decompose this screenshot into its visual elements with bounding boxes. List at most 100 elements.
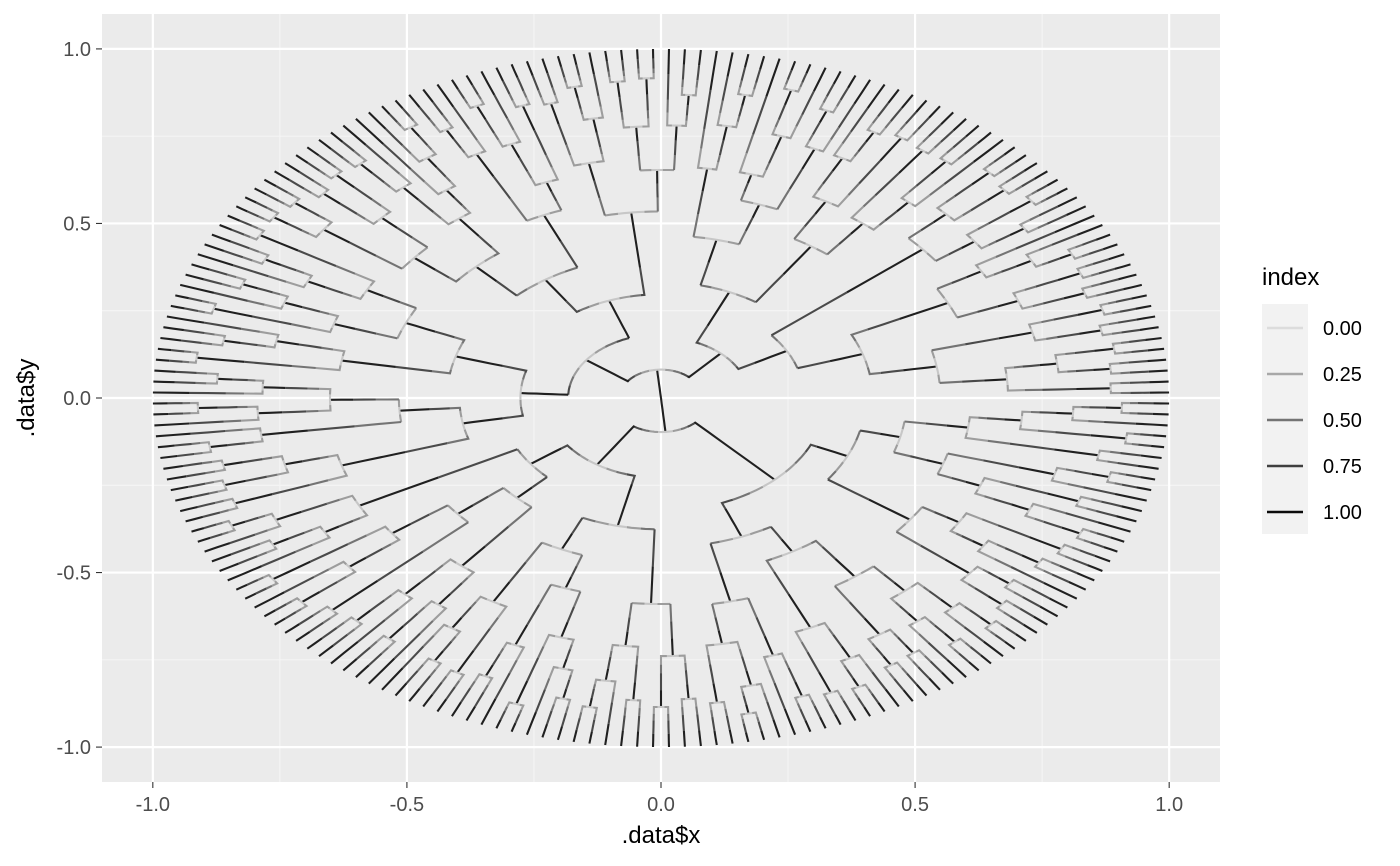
- dendrogram-edge: [519, 703, 525, 711]
- dendrogram-edge: [275, 185, 289, 194]
- dendrogram-edge: [1039, 411, 1057, 414]
- dendrogram-edge: [907, 237, 919, 247]
- dendrogram-edge: [307, 280, 326, 289]
- dendrogram-edge: [915, 683, 928, 697]
- dendrogram-edge: [952, 135, 967, 149]
- dendrogram-edge: [793, 695, 799, 704]
- dendrogram-edge: [951, 604, 957, 609]
- dendrogram-edge: [569, 644, 573, 650]
- dendrogram-edge: [1004, 547, 1023, 557]
- dendrogram-edge: [596, 153, 605, 164]
- dendrogram-edge: [564, 576, 573, 589]
- dendrogram-edge: [927, 641, 949, 661]
- dendrogram-edge: [892, 444, 899, 453]
- dendrogram-edge: [700, 128, 706, 149]
- dendrogram-edge: [204, 542, 231, 553]
- dendrogram-edge: [740, 199, 754, 205]
- dendrogram-edge: [364, 217, 379, 226]
- dendrogram-edge: [438, 603, 443, 608]
- dendrogram-edge: [827, 691, 832, 695]
- dendrogram-edge: [179, 505, 198, 513]
- dendrogram-edge: [1138, 443, 1152, 447]
- dendrogram-edge: [593, 706, 599, 715]
- dendrogram-edge: [1150, 444, 1165, 449]
- dendrogram-edge: [264, 256, 268, 261]
- dendrogram-edge: [787, 593, 812, 629]
- dendrogram-edge: [695, 325, 709, 345]
- dendrogram-edge: [797, 360, 831, 370]
- dendrogram-edge: [827, 478, 870, 501]
- dendrogram-edge: [1018, 466, 1055, 476]
- dendrogram-edge: [719, 572, 732, 602]
- dendrogram-edge: [271, 580, 279, 587]
- dendrogram-edge: [240, 283, 244, 287]
- dendrogram-edge: [1006, 189, 1016, 196]
- dendrogram-edge: [195, 354, 199, 358]
- dendrogram-edge: [190, 429, 226, 435]
- dendrogram-edge: [460, 417, 464, 424]
- dendrogram-edge: [522, 90, 528, 98]
- dendrogram-edge: [907, 201, 913, 206]
- dendrogram-edge: [225, 428, 243, 433]
- dendrogram-edge: [638, 267, 646, 297]
- dendrogram-edge: [1090, 541, 1105, 549]
- dendrogram-edge: [257, 234, 261, 238]
- dendrogram-edge: [390, 535, 402, 546]
- dendrogram-edge: [899, 122, 907, 131]
- dendrogram-edge: [272, 291, 281, 296]
- dendrogram-edge: [726, 124, 732, 128]
- dendrogram-edge: [170, 485, 189, 492]
- dendrogram-edge: [502, 641, 512, 649]
- dendrogram-edge: [298, 599, 303, 604]
- dendrogram-edge: [514, 713, 521, 724]
- dendrogram-edge: [801, 90, 815, 116]
- dendrogram-edge: [209, 490, 219, 495]
- dendrogram-edge: [904, 518, 911, 525]
- dendrogram-edge: [626, 473, 637, 485]
- dendrogram-edge: [1108, 253, 1125, 261]
- dendrogram-edge: [773, 682, 786, 710]
- dendrogram-edge: [756, 169, 767, 178]
- dendrogram-edge: [864, 662, 874, 673]
- dendrogram-edge: [520, 452, 528, 461]
- dendrogram-edge: [847, 182, 860, 196]
- dendrogram-edge: [214, 333, 227, 339]
- x-tick-label: 1.0: [1155, 794, 1183, 816]
- dendrogram-edge: [1108, 362, 1120, 367]
- dendrogram-edge: [309, 543, 349, 563]
- dendrogram-edge: [865, 131, 875, 143]
- dendrogram-edge: [257, 287, 273, 294]
- dendrogram-edge: [1033, 564, 1044, 572]
- dendrogram-edge: [526, 657, 540, 682]
- dendrogram-edge: [811, 121, 821, 136]
- dendrogram-edge: [270, 576, 274, 580]
- dendrogram-edges: [152, 48, 1170, 748]
- dendrogram-edge: [457, 342, 464, 351]
- dendrogram-edge: [213, 479, 225, 484]
- dendrogram-edge: [391, 532, 397, 538]
- dendrogram-edge: [991, 171, 1001, 178]
- dendrogram-edge: [568, 674, 572, 681]
- dendrogram-edge: [774, 471, 787, 481]
- dendrogram-edge: [557, 123, 568, 146]
- dendrogram-edge: [928, 105, 941, 119]
- dendrogram-edge: [209, 533, 223, 539]
- dendrogram-edge: [1075, 535, 1085, 542]
- dendrogram-edge: [938, 152, 948, 161]
- dendrogram-edge: [266, 546, 278, 554]
- dendrogram-edge: [988, 171, 993, 176]
- dendrogram-edge: [628, 375, 636, 381]
- dendrogram-edge: [402, 184, 408, 189]
- dendrogram-edge: [259, 431, 263, 436]
- dendrogram-edge: [1076, 224, 1103, 236]
- dendrogram-edge: [383, 594, 393, 602]
- dendrogram-edge: [1005, 373, 1009, 380]
- dendrogram-edge: [890, 662, 895, 667]
- dendrogram-edge: [418, 106, 431, 121]
- dendrogram-edge: [617, 524, 628, 529]
- dendrogram-edge: [709, 543, 722, 573]
- dendrogram-edge: [546, 179, 553, 184]
- dendrogram-edge: [832, 634, 843, 648]
- dendrogram-edge: [928, 677, 941, 691]
- dendrogram-edge: [560, 586, 566, 590]
